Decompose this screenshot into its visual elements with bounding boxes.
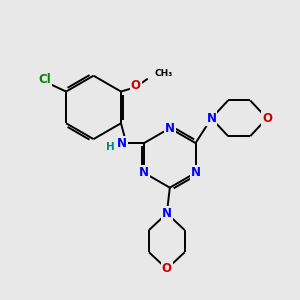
- Text: CH₃: CH₃: [155, 69, 173, 78]
- Text: Cl: Cl: [38, 73, 51, 86]
- Text: N: N: [190, 166, 201, 179]
- Text: N: N: [165, 122, 175, 135]
- Text: N: N: [206, 112, 216, 125]
- Text: O: O: [131, 79, 141, 92]
- Text: N: N: [117, 136, 127, 150]
- Text: N: N: [139, 166, 149, 179]
- Text: O: O: [162, 262, 172, 275]
- Text: N: N: [162, 207, 172, 220]
- Text: O: O: [262, 112, 272, 125]
- Text: H: H: [106, 142, 115, 152]
